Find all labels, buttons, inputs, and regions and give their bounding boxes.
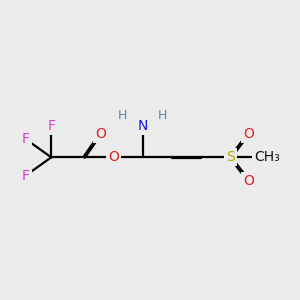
- Text: CH₃: CH₃: [254, 150, 280, 164]
- Text: F: F: [47, 119, 55, 133]
- Text: O: O: [95, 127, 106, 140]
- Text: O: O: [243, 127, 254, 140]
- Text: H: H: [118, 109, 127, 122]
- Text: F: F: [22, 132, 30, 146]
- Text: N: N: [137, 119, 148, 133]
- Text: O: O: [108, 150, 119, 164]
- Text: F: F: [22, 169, 30, 183]
- Text: H: H: [158, 109, 167, 122]
- Text: S: S: [226, 150, 235, 164]
- Text: O: O: [243, 174, 254, 188]
